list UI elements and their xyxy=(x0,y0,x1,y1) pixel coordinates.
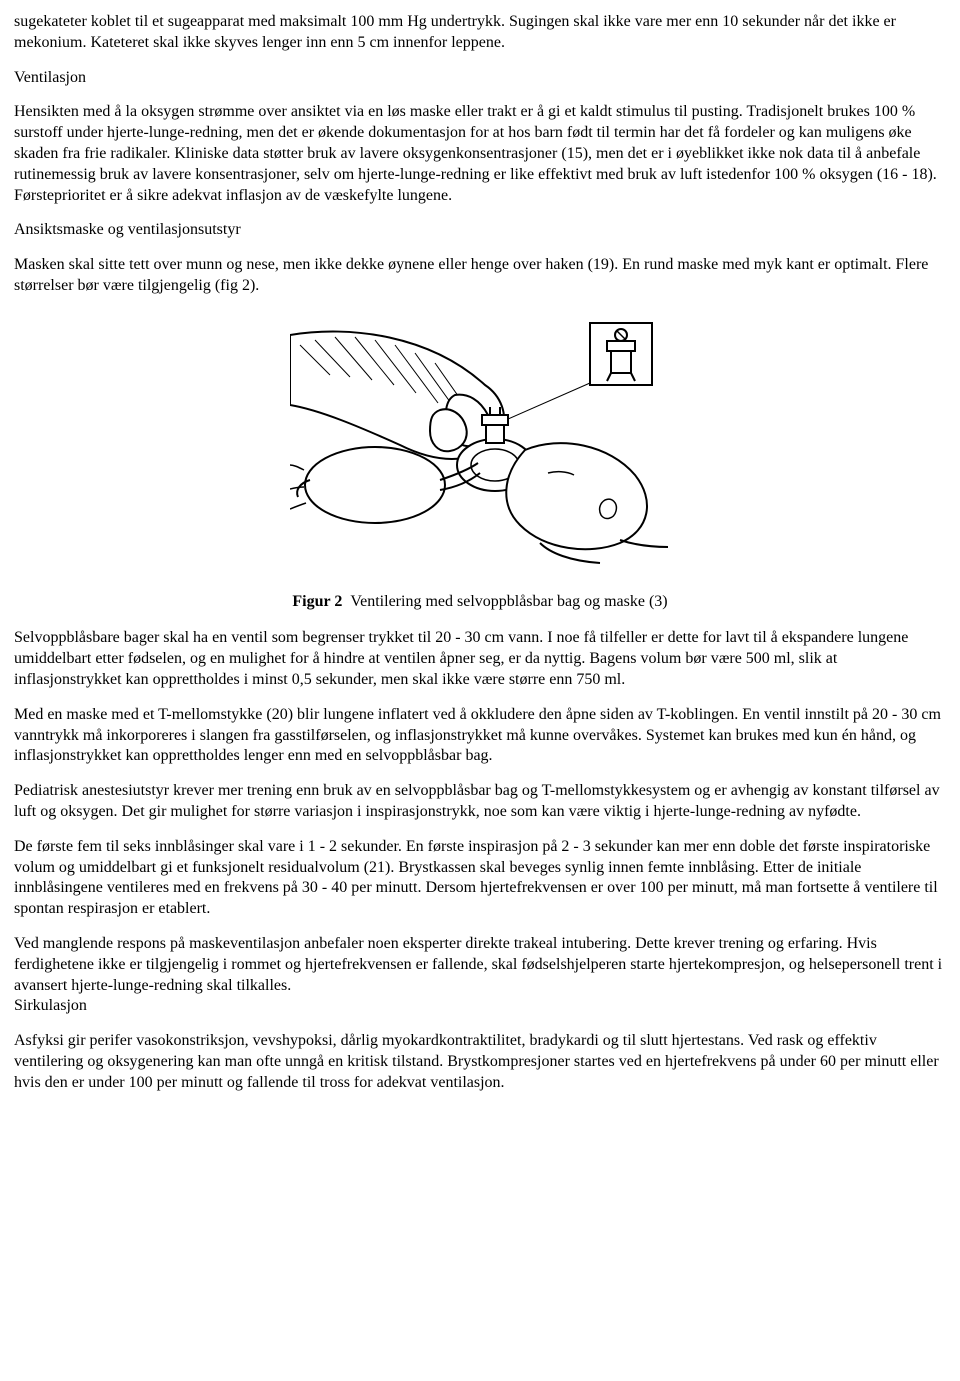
paragraph-intro: sugekateter koblet til et sugeapparat me… xyxy=(14,12,946,54)
paragraph-tstykke: Med en maske med et T-mellomstykke (20) … xyxy=(14,705,946,767)
paragraph-maske: Masken skal sitte tett over munn og nese… xyxy=(14,255,946,297)
ventilation-illustration-icon xyxy=(290,315,670,575)
figure-2-caption-text: Ventilering med selvoppblåsbar bag og ma… xyxy=(350,593,667,610)
paragraph-bag: Selvoppblåsbare bager skal ha en ventil … xyxy=(14,628,946,690)
heading-ventilasjon: Ventilasjon xyxy=(14,68,946,89)
paragraph-anestesi: Pediatrisk anestesiutstyr krever mer tre… xyxy=(14,781,946,823)
figure-2-label: Figur 2 xyxy=(292,593,342,610)
heading-sirkulasjon: Sirkulasjon xyxy=(14,996,946,1017)
figure-2-caption: Figur 2 Ventilering med selvoppblåsbar b… xyxy=(14,592,946,613)
figure-2 xyxy=(14,315,946,582)
heading-ansiktsmaske: Ansiktsmaske og ventilasjonsutstyr xyxy=(14,220,946,241)
paragraph-ventilasjon: Hensikten med å la oksygen strømme over … xyxy=(14,102,946,206)
paragraph-intubering: Ved manglende respons på maskeventilasjo… xyxy=(14,934,946,996)
paragraph-sirkulasjon: Asfyksi gir perifer vasokonstriksjon, ve… xyxy=(14,1031,946,1093)
paragraph-innblasinger: De første fem til seks innblåsinger skal… xyxy=(14,837,946,920)
